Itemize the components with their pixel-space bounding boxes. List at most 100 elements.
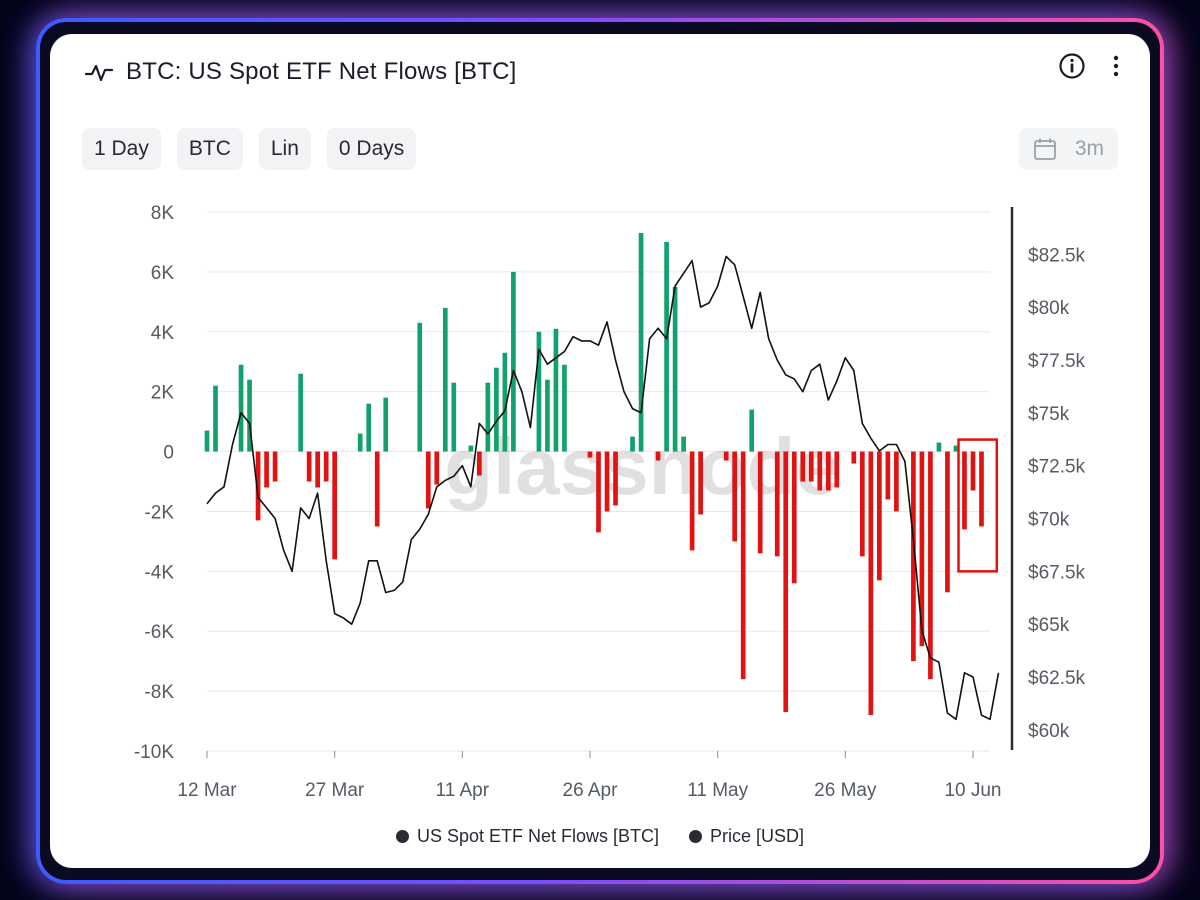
x-tick-label: 26 May xyxy=(814,780,877,801)
flow-bar xyxy=(494,367,499,452)
resolution-button[interactable]: 1 Day xyxy=(82,128,161,170)
flow-bar xyxy=(800,451,806,482)
flow-bar xyxy=(306,451,312,482)
flow-bar xyxy=(485,382,491,452)
bar-series xyxy=(204,232,984,716)
flow-bar xyxy=(689,451,695,551)
flow-bar xyxy=(374,451,380,527)
y-left-tick-label: -8K xyxy=(144,682,174,703)
flow-bar xyxy=(885,451,891,500)
flow-bar xyxy=(757,451,763,554)
flow-bar xyxy=(681,436,686,452)
x-tick-label: 27 Mar xyxy=(305,780,365,801)
y-right-tick-label: $77.5k xyxy=(1028,351,1086,372)
flow-bar xyxy=(740,451,746,680)
chart-controls: 1 Day BTC Lin 0 Days xyxy=(82,128,417,170)
legend-dot-icon xyxy=(395,830,409,843)
y-right-tick-label: $65k xyxy=(1028,615,1070,636)
flow-bar xyxy=(596,451,601,533)
flow-bar xyxy=(877,451,882,581)
flow-bar xyxy=(749,409,755,452)
flow-bar xyxy=(383,397,389,452)
flow-bar xyxy=(783,451,789,713)
flow-bar xyxy=(638,232,644,452)
currency-button[interactable]: BTC xyxy=(176,128,243,170)
flow-bar xyxy=(425,451,431,509)
header: BTC: US Spot ETF Net Flows [BTC] xyxy=(84,52,1120,92)
legend-label: Price [USD] xyxy=(710,826,805,846)
flow-bar xyxy=(953,445,959,452)
flow-bar xyxy=(817,451,823,491)
flow-bar xyxy=(417,322,423,452)
flow-bar xyxy=(434,451,440,485)
flow-bar xyxy=(298,373,303,452)
y-left-tick-label: 0 xyxy=(163,443,174,464)
flow-bar xyxy=(553,328,559,452)
flow-bar xyxy=(774,451,780,557)
legend-label: US Spot ETF Net Flows [BTC] xyxy=(416,826,660,846)
flow-bar xyxy=(655,451,661,461)
flow-bar xyxy=(604,451,610,512)
more-vertical-icon[interactable] xyxy=(1112,54,1120,78)
flow-bar xyxy=(672,286,678,452)
flow-bar xyxy=(962,451,967,530)
page-title: BTC: US Spot ETF Net Flows [BTC] xyxy=(126,58,517,85)
flow-bar xyxy=(613,451,618,506)
y-left-tick-label: 4K xyxy=(151,323,175,344)
flow-bar xyxy=(511,271,516,452)
y-right-tick-label: $80k xyxy=(1028,298,1070,319)
flow-bar xyxy=(945,451,950,593)
flow-bar xyxy=(808,451,814,482)
y-right-tick-label: $72.5k xyxy=(1028,457,1086,478)
date-range-label: 3m xyxy=(1074,137,1104,160)
scale-button[interactable]: Lin xyxy=(258,128,311,170)
flow-bar xyxy=(859,451,865,557)
y-right-tick-label: $62.5k xyxy=(1028,668,1086,689)
price-line xyxy=(206,255,1000,721)
y-left-tick-label: -4K xyxy=(144,562,174,583)
flow-bar xyxy=(451,382,457,452)
flow-bar xyxy=(732,451,738,542)
legend-item-net-flows[interactable]: US Spot ETF Net Flows [BTC] xyxy=(395,826,660,847)
y-right-tick-label: $70k xyxy=(1028,509,1070,530)
x-tick-label: 12 Mar xyxy=(177,780,237,801)
x-tick-label: 11 Apr xyxy=(436,780,490,801)
flow-bar xyxy=(825,451,831,491)
legend-dot-icon xyxy=(689,830,703,843)
highlight-rect xyxy=(957,438,999,573)
x-tick-label: 26 Apr xyxy=(563,780,619,801)
flow-bar xyxy=(868,451,874,716)
flow-bar xyxy=(979,451,984,527)
flow-bar xyxy=(894,451,899,512)
flow-bar xyxy=(247,379,252,452)
flow-bar xyxy=(332,451,338,560)
flow-bar xyxy=(204,430,210,452)
flow-bar xyxy=(587,451,593,458)
flow-bar xyxy=(238,364,244,452)
y-left-tick-label: -2K xyxy=(144,502,174,523)
flow-bar xyxy=(630,436,635,452)
y-right-tick-label: $82.5k xyxy=(1028,245,1086,266)
legend-item-price[interactable]: Price [USD] xyxy=(689,826,804,847)
net-flows-chart: glassnode 8K6K4K2K0-2K-4K-6K-8K-10K$82.5… xyxy=(134,203,1086,801)
date-range-button[interactable]: 3m xyxy=(1018,128,1118,170)
flow-bar xyxy=(315,451,320,488)
flow-bar xyxy=(213,385,218,452)
flow-bar xyxy=(928,451,933,680)
info-circle-icon[interactable] xyxy=(1058,52,1086,80)
flow-bar xyxy=(272,451,278,482)
flow-bar xyxy=(264,451,269,488)
x-tick-label: 11 May xyxy=(687,780,748,801)
x-tick-label: 10 Jun xyxy=(944,780,1001,801)
flow-bar xyxy=(911,451,916,662)
flow-bar xyxy=(366,403,372,452)
calendar-icon xyxy=(1033,138,1056,160)
flow-bar xyxy=(698,451,703,515)
pulse-line-icon xyxy=(84,64,114,82)
flow-bar xyxy=(851,451,857,464)
flow-bar xyxy=(919,451,925,647)
flow-bar xyxy=(545,379,550,452)
flow-bar xyxy=(477,451,482,476)
y-left-tick-label: 8K xyxy=(151,203,175,224)
moving-average-button[interactable]: 0 Days xyxy=(326,128,417,170)
